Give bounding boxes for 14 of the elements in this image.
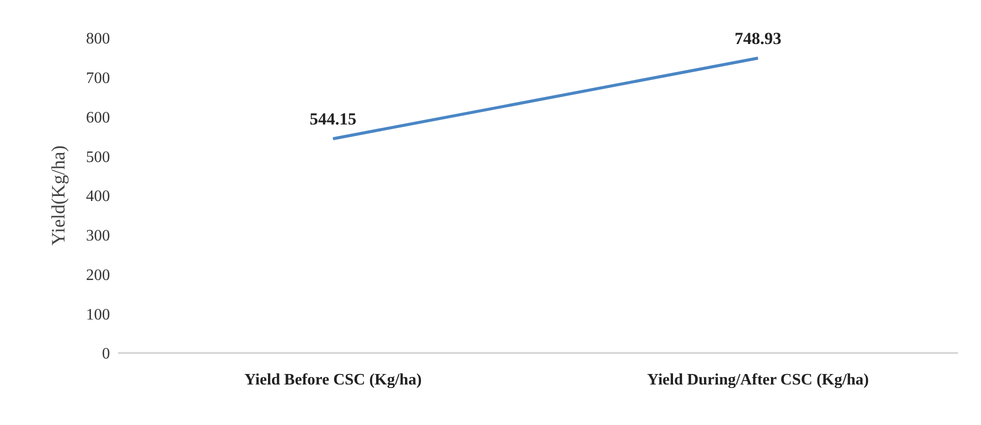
y-axis-title: Yield(Kg/ha) <box>48 145 70 246</box>
data-label: 748.93 <box>734 29 782 48</box>
data-label: 544.15 <box>310 110 356 129</box>
x-tick-label: Yield Before CSC (Kg/ha) <box>244 371 422 388</box>
y-tick-label: 700 <box>86 70 110 88</box>
y-tick-label: 0 <box>102 346 110 363</box>
y-tick-label: 600 <box>86 109 110 126</box>
y-tick-label: 300 <box>86 228 110 245</box>
y-tick-label: 100 <box>86 306 110 324</box>
x-tick-label: Yield During/After CSC (Kg/ha) <box>647 371 869 388</box>
y-tick-label: 500 <box>86 148 110 166</box>
y-tick-label: 800 <box>86 30 110 48</box>
y-tick-label: 400 <box>86 188 110 206</box>
y-tick-label: 200 <box>86 266 110 284</box>
